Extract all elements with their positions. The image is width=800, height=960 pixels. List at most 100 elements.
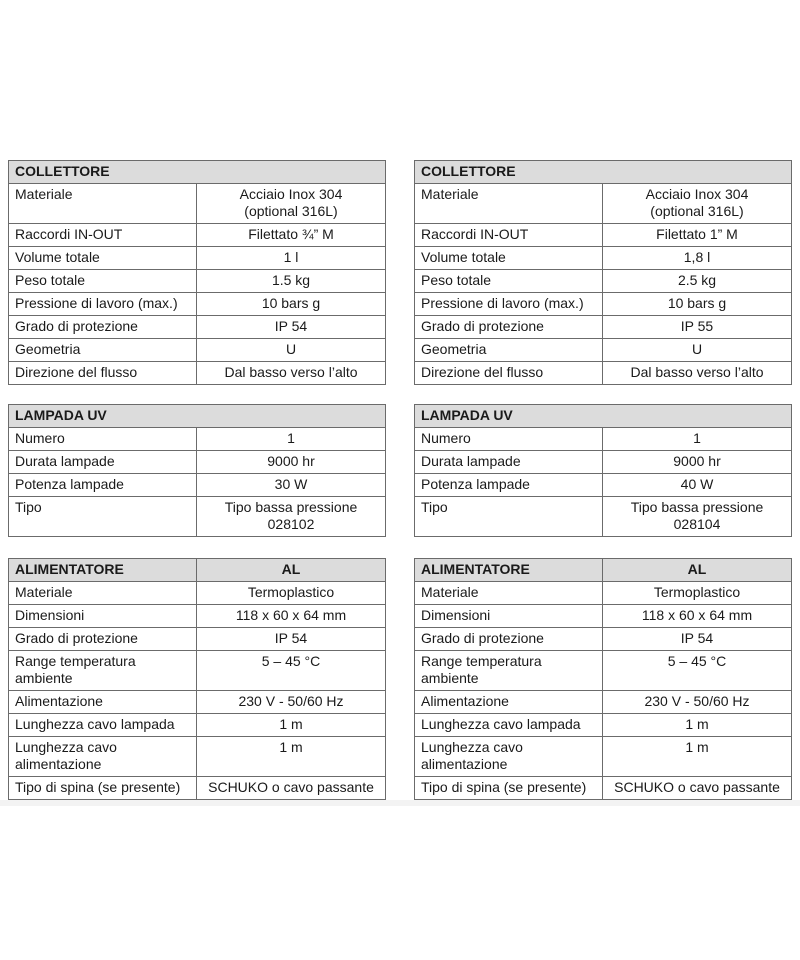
row-label: Direzione del flusso	[414, 361, 603, 385]
table-row: Materiale Acciaio Inox 304 (optional 316L…	[414, 183, 793, 224]
section-title: LAMPADA UV	[8, 404, 386, 428]
row-label: Dimensioni	[8, 604, 197, 628]
row-value: 230 V - 50/60 Hz	[196, 690, 386, 714]
row-value: U	[601, 338, 793, 362]
table-row: Numero 1	[8, 427, 386, 451]
row-label: Volume totale	[8, 246, 197, 270]
table-row: Peso totale 1.5 kg	[8, 269, 387, 293]
row-label: Numero	[8, 427, 197, 451]
table-header: COLLETTORE	[7, 160, 387, 184]
row-label: Durata lampade	[414, 450, 603, 474]
table-row: Raccordi IN-OUT Filettato ¾” M	[8, 223, 387, 247]
section-title-value: AL	[602, 558, 792, 582]
row-label: Materiale	[414, 581, 603, 605]
table-row: Dimensioni 118 x 60 x 64 mm	[414, 604, 792, 628]
row-label: Tipo	[414, 496, 603, 537]
table-header: COLLETTORE	[413, 160, 793, 184]
table-row: Tipo di spina (se presente) SCHUKO o cavo…	[8, 776, 386, 800]
table-lampada-right: LAMPADA UV Numero 1 Durata lampade 9000 hr Po…	[414, 404, 792, 537]
table-alimentatore-left: ALIMENTATORE AL Materiale Termoplastico Dime…	[8, 558, 386, 800]
row-label: Range temperatura ambiente	[8, 650, 197, 691]
table-row: Geometria U	[414, 338, 793, 362]
table-lampada-left: LAMPADA UV Numero 1 Durata lampade 9000 hr Po…	[8, 404, 386, 537]
table-row: Grado di protezione IP 55	[414, 315, 793, 339]
row-value: Termoplastico	[196, 581, 386, 605]
row-value: 1 m	[196, 736, 386, 777]
table-row: Grado di protezione IP 54	[8, 315, 387, 339]
row-value: Termoplastico	[602, 581, 792, 605]
row-label: Alimentazione	[8, 690, 197, 714]
section-title: COLLETTORE	[413, 160, 793, 184]
row-value: 40 W	[602, 473, 792, 497]
row-label: Lunghezza cavo lampada	[414, 713, 603, 737]
row-label: Grado di protezione	[414, 627, 603, 651]
row-value: 2.5 kg	[601, 269, 793, 293]
row-value: 5 – 45 °C	[602, 650, 792, 691]
section-title: LAMPADA UV	[414, 404, 792, 428]
row-value: U	[195, 338, 387, 362]
table-row: Volume totale 1 l	[8, 246, 387, 270]
row-value: IP 54	[195, 315, 387, 339]
row-label: Geometria	[8, 338, 197, 362]
row-label: Materiale	[414, 183, 603, 224]
row-label: Grado di protezione	[414, 315, 603, 339]
row-value: IP 54	[196, 627, 386, 651]
row-value: 1 l	[195, 246, 387, 270]
row-value: 10 bars g	[601, 292, 793, 316]
section-title: ALIMENTATORE	[414, 558, 603, 582]
table-row: Alimentazione 230 V - 50/60 Hz	[8, 690, 386, 714]
table-row: Range temperatura ambiente 5 – 45 °C	[8, 650, 386, 691]
row-value: Filettato ¾” M	[195, 223, 387, 247]
row-value: Filettato 1” M	[601, 223, 793, 247]
row-value: 9000 hr	[602, 450, 792, 474]
row-value: IP 55	[601, 315, 793, 339]
row-value: SCHUKO o cavo passante	[196, 776, 386, 800]
row-value: Dal basso verso l’alto	[601, 361, 793, 385]
row-label: Peso totale	[8, 269, 197, 293]
row-value: 1,8 l	[601, 246, 793, 270]
row-value: Acciaio Inox 304 (optional 316L)	[195, 183, 387, 224]
section-title: COLLETTORE	[7, 160, 387, 184]
row-value: Tipo bassa pressione 028102	[196, 496, 386, 537]
section-title-value: AL	[196, 558, 386, 582]
row-label: Pressione di lavoro (max.)	[8, 292, 197, 316]
table-row: Volume totale 1,8 l	[414, 246, 793, 270]
table-row: Pressione di lavoro (max.) 10 bars g	[8, 292, 387, 316]
table-row: Raccordi IN-OUT Filettato 1” M	[414, 223, 793, 247]
row-value: 1	[602, 427, 792, 451]
table-row: Materiale Termoplastico	[414, 581, 792, 605]
table-row: Direzione del flusso Dal basso verso l’al…	[8, 361, 387, 385]
row-value: 10 bars g	[195, 292, 387, 316]
row-label: Grado di protezione	[8, 315, 197, 339]
row-label: Materiale	[8, 183, 197, 224]
table-row: Tipo di spina (se presente) SCHUKO o cavo…	[414, 776, 792, 800]
row-value: 30 W	[196, 473, 386, 497]
row-value: Acciaio Inox 304 (optional 316L)	[601, 183, 793, 224]
table-header: ALIMENTATORE AL	[8, 558, 386, 582]
table-row: Pressione di lavoro (max.) 10 bars g	[414, 292, 793, 316]
bottom-band	[0, 800, 800, 806]
row-label: Materiale	[8, 581, 197, 605]
row-value: SCHUKO o cavo passante	[602, 776, 792, 800]
table-row: Grado di protezione IP 54	[414, 627, 792, 651]
table-row: Lunghezza cavo alimentazione 1 m	[8, 736, 386, 777]
row-label: Potenza lampade	[8, 473, 197, 497]
table-alimentatore-right: ALIMENTATORE AL Materiale Termoplastico Dime…	[414, 558, 792, 800]
row-label: Alimentazione	[414, 690, 603, 714]
table-row: Range temperatura ambiente 5 – 45 °C	[414, 650, 792, 691]
row-value: 1 m	[602, 736, 792, 777]
row-value: 1 m	[602, 713, 792, 737]
row-label: Numero	[414, 427, 603, 451]
row-label: Tipo di spina (se presente)	[8, 776, 197, 800]
table-row: Lunghezza cavo lampada 1 m	[8, 713, 386, 737]
row-value: Dal basso verso l’alto	[195, 361, 387, 385]
table-row: Grado di protezione IP 54	[8, 627, 386, 651]
row-value: 118 x 60 x 64 mm	[602, 604, 792, 628]
table-row: Materiale Acciaio Inox 304 (optional 316L…	[8, 183, 387, 224]
row-value: 230 V - 50/60 Hz	[602, 690, 792, 714]
row-label: Tipo di spina (se presente)	[414, 776, 603, 800]
row-value: 1.5 kg	[195, 269, 387, 293]
table-row: Dimensioni 118 x 60 x 64 mm	[8, 604, 386, 628]
table-row: Potenza lampade 30 W	[8, 473, 386, 497]
row-value: 1 m	[196, 713, 386, 737]
